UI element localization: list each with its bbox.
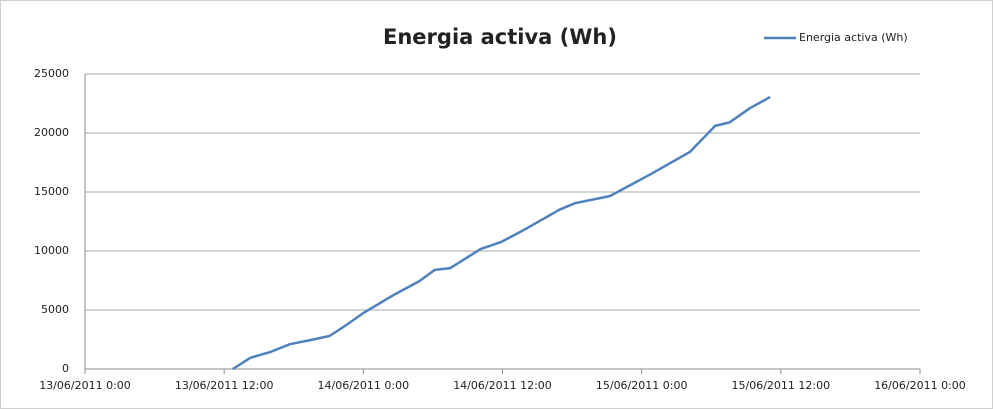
y-tick-label: 10000: [34, 244, 69, 257]
x-tick-label: 15/06/2011 12:00: [732, 379, 831, 392]
x-tick-label: 13/06/2011 12:00: [175, 379, 274, 392]
y-tick-label: 0: [62, 362, 69, 375]
x-tick-label: 16/06/2011 0:00: [874, 379, 966, 392]
x-tick-label: 15/06/2011 0:00: [596, 379, 688, 392]
legend-label: Energia activa (Wh): [799, 31, 908, 44]
y-tick-label: 20000: [34, 126, 69, 139]
chart-title: Energia activa (Wh): [383, 25, 617, 49]
y-tick-label: 5000: [41, 303, 69, 316]
x-tick-label: 14/06/2011 12:00: [453, 379, 552, 392]
y-tick-label: 15000: [34, 185, 69, 198]
y-tick-label: 25000: [34, 67, 69, 80]
x-tick-label: 13/06/2011 0:00: [39, 379, 131, 392]
x-tick-label: 14/06/2011 0:00: [318, 379, 410, 392]
data-line: [232, 95, 771, 371]
